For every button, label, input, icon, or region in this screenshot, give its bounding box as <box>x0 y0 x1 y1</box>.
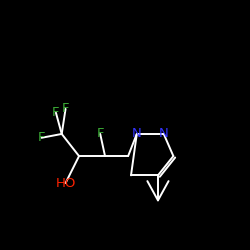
Text: F: F <box>52 106 60 119</box>
Text: HO: HO <box>56 176 76 190</box>
Text: F: F <box>62 102 69 116</box>
Text: N: N <box>132 128 142 140</box>
Text: F: F <box>38 131 45 144</box>
Text: F: F <box>96 128 104 140</box>
Text: N: N <box>159 128 168 140</box>
